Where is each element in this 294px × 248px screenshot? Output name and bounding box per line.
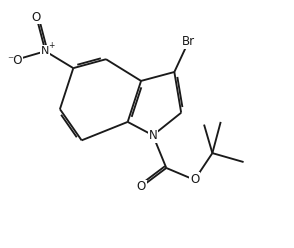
Text: ⁻O: ⁻O: [7, 54, 23, 67]
Text: O: O: [136, 181, 146, 193]
Text: O: O: [190, 173, 199, 186]
Text: N: N: [148, 129, 157, 142]
Text: O: O: [32, 10, 41, 24]
Text: +: +: [48, 41, 54, 50]
Text: N: N: [41, 46, 50, 56]
Text: Br: Br: [182, 35, 195, 48]
